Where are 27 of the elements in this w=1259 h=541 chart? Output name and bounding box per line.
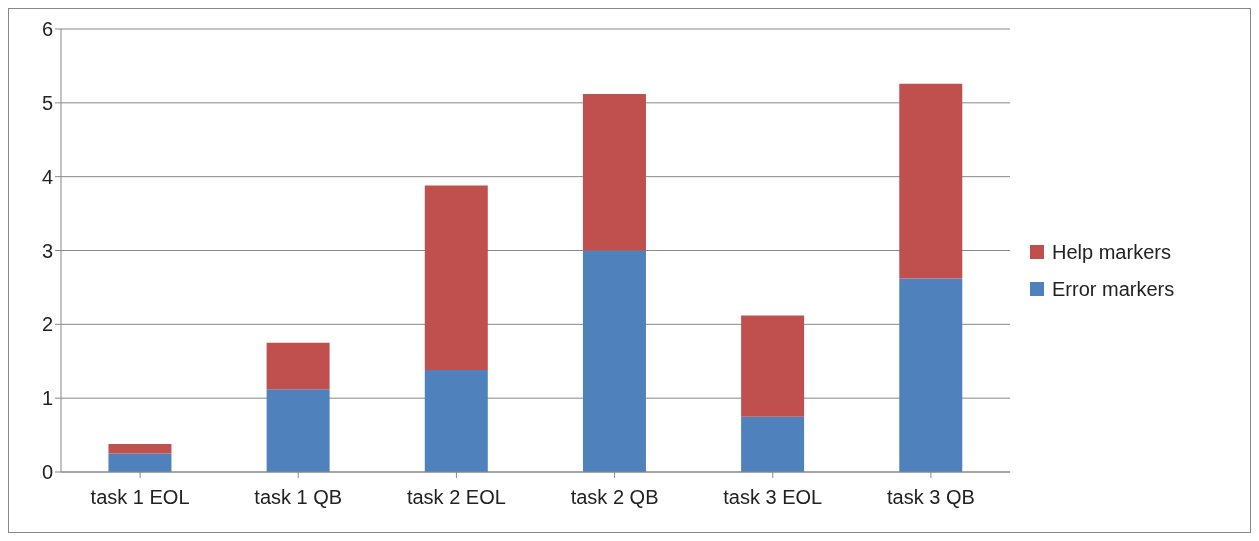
y-tick-label: 6	[41, 18, 53, 41]
bar	[899, 83, 963, 279]
y-tick-label: 5	[41, 91, 53, 114]
bar	[266, 389, 330, 472]
bar	[582, 250, 646, 472]
bar	[108, 443, 172, 454]
x-tick-label: task 1 QB	[254, 486, 343, 509]
bar	[424, 370, 488, 472]
bar	[266, 342, 330, 390]
bar	[741, 416, 805, 472]
bar	[899, 278, 963, 472]
bar	[108, 453, 172, 472]
x-tick-label: task 3 QB	[887, 486, 975, 509]
y-tick-label: 4	[41, 165, 53, 188]
bar	[424, 185, 488, 371]
legend-label: Help markers	[1052, 240, 1171, 264]
x-tick-label: task 2 EOL	[406, 486, 506, 509]
bar	[741, 315, 805, 417]
x-tick-label: task 2 QB	[570, 486, 659, 509]
y-tick-label: 2	[41, 313, 53, 336]
bar	[582, 93, 646, 251]
y-tick-label: 0	[41, 461, 53, 484]
y-tick-label: 3	[41, 239, 53, 262]
legend-label: Error markers	[1052, 277, 1175, 301]
x-tick-label: task 3 EOL	[723, 486, 823, 509]
y-tick-label: 1	[41, 387, 53, 410]
x-tick-label: task 1 EOL	[90, 486, 190, 509]
